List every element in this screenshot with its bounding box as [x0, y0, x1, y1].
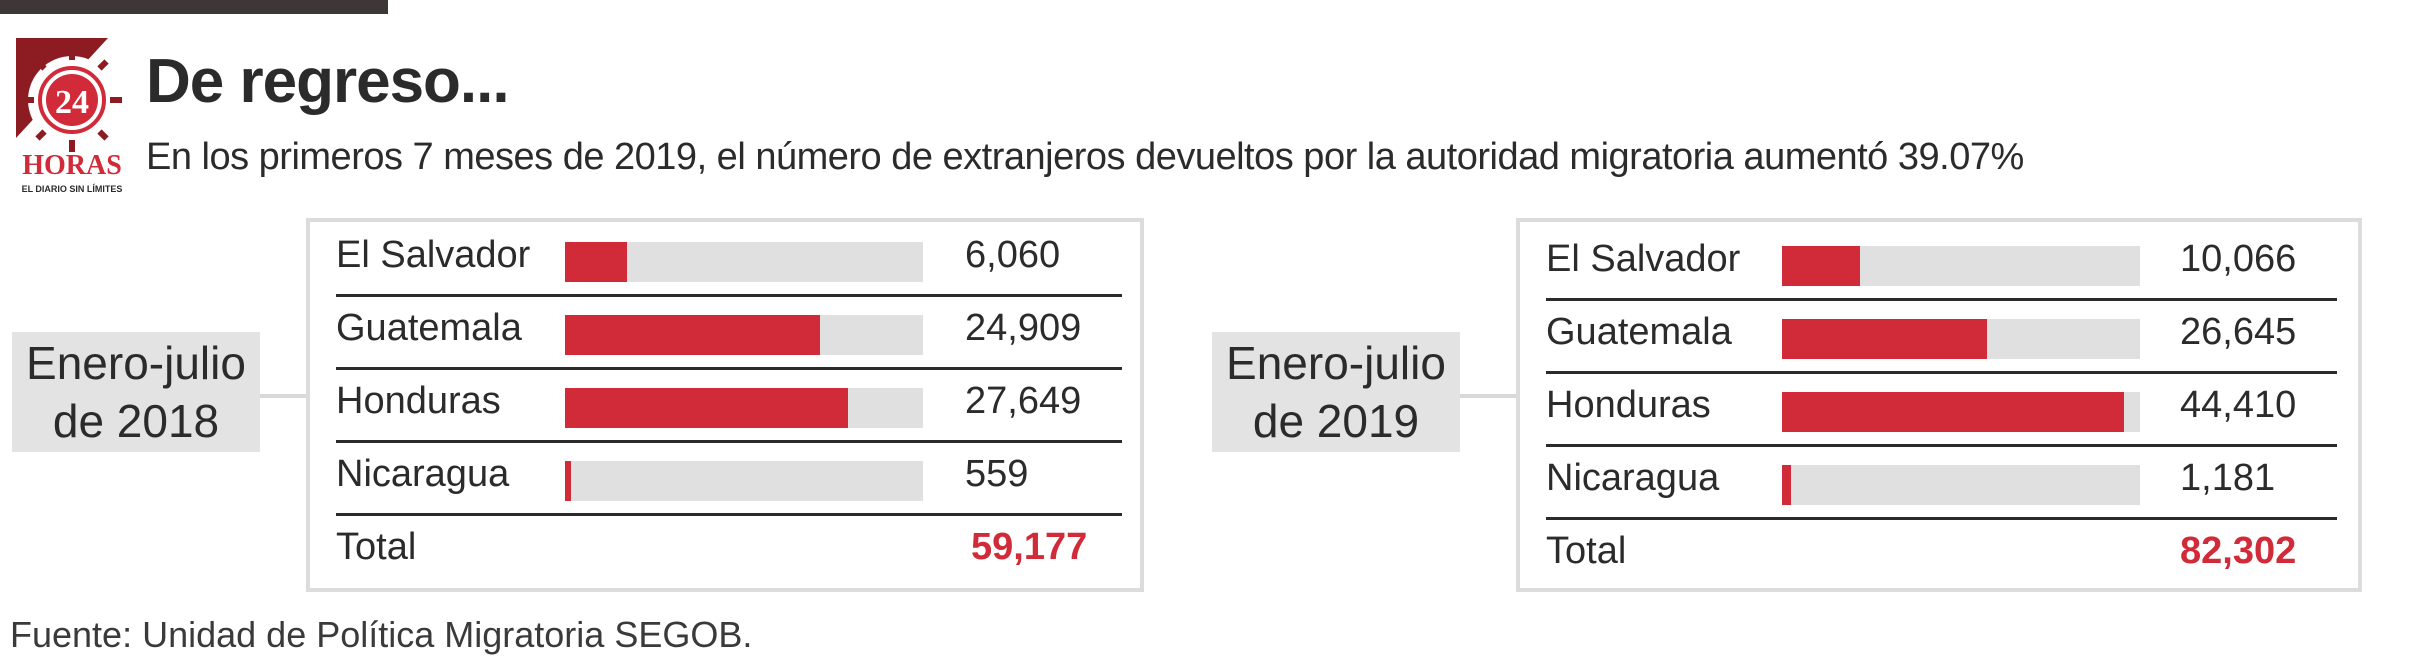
24-horas-logo: 24 HORAS EL DIARIO SIN LÍMITES	[16, 38, 123, 194]
total-row: Total 82,302	[1546, 520, 2337, 593]
value-label: 26,645	[2180, 311, 2297, 353]
total-row: Total 59,177	[336, 516, 1122, 589]
bar-row: El Salvador 6,060	[336, 224, 1122, 297]
category-label: Guatemala	[336, 307, 522, 349]
bar	[1782, 246, 1860, 286]
top-accent-bar	[0, 0, 388, 14]
bar-track	[1782, 465, 2140, 505]
value-label: 10,066	[2180, 238, 2297, 280]
category-label: Honduras	[1546, 384, 1711, 426]
source-note: Fuente: Unidad de Política Migratoria SE…	[10, 614, 753, 655]
svg-text:HORAS: HORAS	[22, 150, 122, 181]
period-connector	[260, 394, 308, 398]
category-label: Honduras	[336, 380, 501, 422]
chart-subtitle: En los primeros 7 meses de 2019, el núme…	[146, 136, 2024, 178]
bar-track	[1782, 392, 2140, 432]
category-label: El Salvador	[336, 234, 531, 276]
bar-panel-2019: El Salvador 10,066 Guatemala 26,645 Hond…	[1516, 218, 2362, 592]
bar	[565, 242, 627, 282]
svg-text:24: 24	[55, 84, 89, 121]
category-label: Nicaragua	[1546, 457, 1720, 499]
period-label-2018: Enero-julio de 2018	[12, 332, 260, 452]
bar	[1782, 319, 1988, 359]
chart-title: De regreso...	[146, 47, 510, 116]
bar-row: Nicaragua 1,181	[1546, 447, 2337, 520]
value-label: 559	[965, 453, 1029, 495]
bar-row: Honduras 27,649	[336, 370, 1122, 443]
value-label: 44,410	[2180, 384, 2297, 426]
bar-track	[565, 461, 923, 501]
bar-row: El Salvador 10,066	[1546, 228, 2337, 301]
bar-track	[565, 388, 923, 428]
total-label: Total	[336, 526, 417, 568]
category-label: Nicaragua	[336, 453, 510, 495]
bar-row: Honduras 44,410	[1546, 374, 2337, 447]
period-connector	[1460, 394, 1516, 398]
bar-panel-2018: El Salvador 6,060 Guatemala 24,909 Hondu…	[306, 218, 1144, 592]
bar	[1782, 392, 2124, 432]
bar	[565, 315, 820, 355]
bar	[1782, 465, 1792, 505]
bar-row: Guatemala 24,909	[336, 297, 1122, 370]
bar	[565, 461, 571, 501]
total-value: 82,302	[2180, 530, 2297, 572]
total-label: Total	[1546, 530, 1627, 572]
value-label: 27,649	[965, 380, 1082, 422]
value-label: 24,909	[965, 307, 1082, 349]
period-label-line-2: de 2018	[52, 395, 220, 447]
bar	[565, 388, 848, 428]
bar-track	[1782, 319, 2140, 359]
period-label-line-1: Enero-julio	[26, 337, 246, 389]
value-label: 1,181	[2180, 457, 2276, 499]
period-label-line-1: Enero-julio	[1226, 337, 1446, 389]
svg-text:EL DIARIO SIN LÍMITES: EL DIARIO SIN LÍMITES	[22, 184, 123, 194]
bar-track	[1782, 246, 2140, 286]
bar-row: Guatemala 26,645	[1546, 301, 2337, 374]
category-label: El Salvador	[1546, 238, 1741, 280]
category-label: Guatemala	[1546, 311, 1732, 353]
total-value: 59,177	[971, 526, 1088, 568]
bar-row: Nicaragua 559	[336, 443, 1122, 516]
period-label-2019: Enero-julio de 2019	[1212, 332, 1460, 452]
bar-track	[565, 315, 923, 355]
period-label-line-2: de 2019	[1252, 395, 1420, 447]
bar-track	[565, 242, 923, 282]
value-label: 6,060	[965, 234, 1061, 276]
